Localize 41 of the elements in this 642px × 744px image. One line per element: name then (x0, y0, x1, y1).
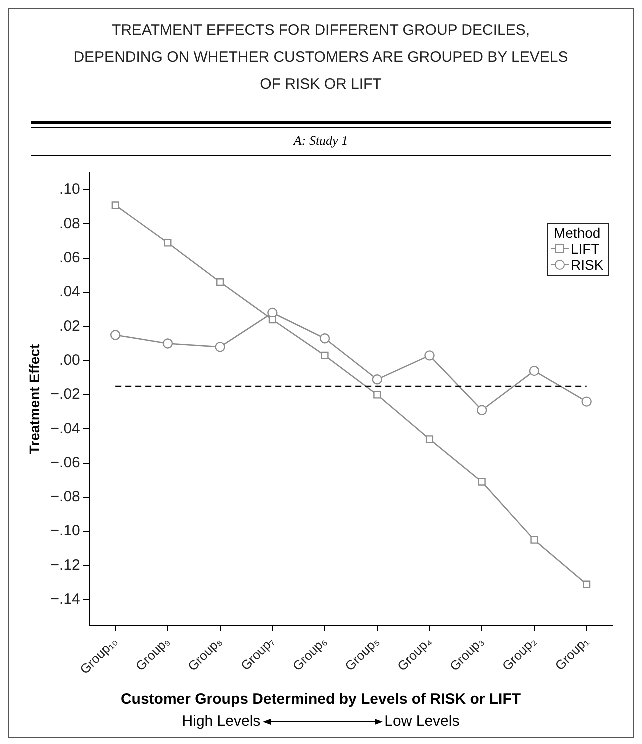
y-tick-label: −.10 (50, 522, 80, 540)
point (164, 239, 172, 247)
point (583, 580, 591, 588)
y-tick-label: −.06 (50, 454, 80, 472)
legend-label: RISK (571, 257, 604, 273)
point (320, 334, 330, 344)
y-tick-label: .08 (60, 215, 80, 232)
y-tick-label: −.04 (50, 420, 80, 438)
text: Low Levels (384, 713, 460, 730)
y-tick-label: −.02 (50, 386, 80, 404)
point (529, 366, 540, 376)
point (162, 338, 174, 349)
point (426, 436, 434, 444)
point (374, 391, 382, 399)
point (216, 278, 224, 286)
point (477, 405, 488, 416)
point (112, 202, 120, 210)
point (215, 342, 226, 352)
point (321, 352, 329, 360)
y-tick-label: .06 (60, 250, 80, 267)
legend-title: Method (552, 225, 602, 241)
point (372, 374, 382, 385)
y-tick-label: −.14 (50, 591, 80, 608)
y-axis-title: Treatment Effect (26, 344, 42, 454)
text: High Levels (182, 713, 261, 730)
y-tick-label: −.12 (50, 556, 80, 574)
chart-subtitle: A: Study 1 (292, 133, 350, 149)
y-tick-label: −.08 (50, 488, 80, 506)
y-tick-label: .10 (60, 181, 80, 198)
point (424, 350, 435, 361)
x-axis-title: Customer Groups Determined by Levels of RISK or LIFT (120, 691, 522, 708)
point (530, 536, 538, 544)
point (268, 316, 276, 324)
y-tick-label: .04 (60, 284, 80, 301)
point (110, 330, 121, 340)
point (582, 396, 592, 407)
y-tick-label: .00 (60, 352, 80, 369)
y-tick-label: .02 (60, 318, 80, 335)
chart-title: TREATMENT EFFECTS FOR DIFFERENT GROUP DECILES, DEPENDING ON WHETHER CUSTOMERS ARE GROUPED BY LEVELS OF RISK OR LIFT (72, 21, 570, 95)
point (478, 478, 486, 486)
legend-label: LIFT (571, 241, 600, 257)
